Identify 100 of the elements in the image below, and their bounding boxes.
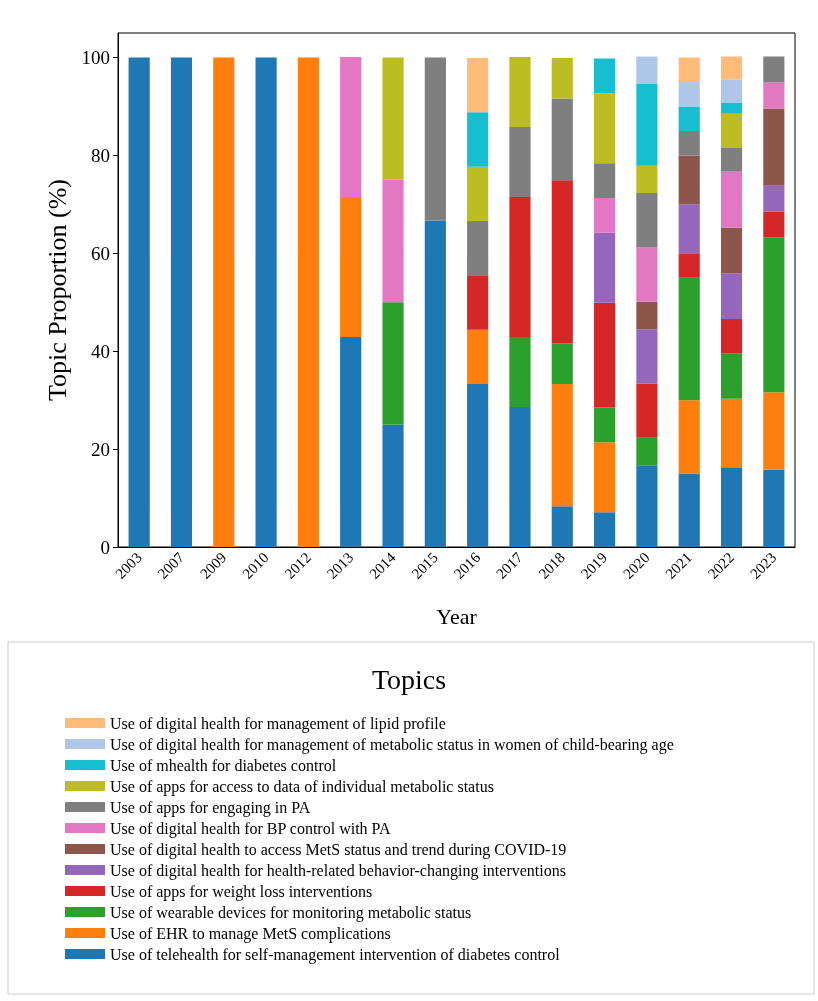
legend-label: Use of digital health for management of metabolic status in women of child-bearing age: [110, 735, 674, 754]
bar: [170, 57, 193, 547]
legend-label: Use of mhealth for diabetes control: [110, 756, 337, 774]
bar: [636, 329, 658, 384]
bar: [720, 79, 743, 103]
bar: [678, 57, 700, 82]
legend-label: Use of apps for engaging in PA: [110, 798, 311, 817]
bar: [551, 180, 573, 344]
bar: [594, 163, 616, 198]
legend-label: Use of EHR to manage MetS complications: [110, 924, 391, 943]
bar: [636, 437, 658, 466]
y-axis-title: Topic Proportion (%): [42, 178, 72, 402]
bar: [594, 58, 616, 94]
bar: [678, 400, 700, 474]
bar: [509, 126, 531, 197]
legend-label: Use of telehealth for self-management intervention of diabetes control: [110, 945, 561, 964]
bar: [720, 171, 743, 228]
bar: [636, 301, 658, 330]
bar: [720, 148, 743, 172]
x-axis-title: Year: [436, 603, 478, 629]
bar: [763, 185, 785, 212]
bar: [678, 81, 700, 107]
bar: [255, 57, 277, 547]
bar: [720, 227, 743, 274]
bar: [340, 56, 362, 197]
y-tick-label: 60: [91, 242, 110, 264]
bar: [720, 113, 743, 149]
bar: [467, 112, 489, 167]
bar: [678, 130, 700, 156]
bar: [128, 57, 150, 547]
y-tick-label: 0: [100, 536, 110, 558]
bar: [340, 336, 362, 547]
bar: [763, 56, 785, 83]
bar: [678, 106, 700, 131]
bar: [720, 273, 743, 319]
bar: [594, 407, 616, 443]
bar: [678, 473, 700, 547]
legend-label: Use of digital health for health-related behavior-changing interventions: [110, 861, 566, 880]
bar: [594, 302, 616, 408]
bar: [424, 220, 446, 547]
bar: [297, 57, 319, 547]
legend-label: Use of wearable devices for monitoring metabolic status: [110, 903, 472, 922]
bar: [763, 237, 785, 393]
bar: [763, 108, 785, 186]
bar: [763, 82, 785, 109]
bar: [594, 197, 616, 233]
bar: [636, 247, 658, 302]
bar: [720, 318, 743, 354]
bar: [467, 166, 489, 221]
bar: [763, 211, 785, 238]
bar: [509, 407, 531, 547]
legend-label: Use of apps for weight loss interventions: [110, 882, 373, 901]
y-tick-label: 40: [91, 340, 110, 362]
bar: [551, 57, 573, 99]
bar: [763, 469, 785, 547]
bar: [594, 232, 616, 303]
bar: [636, 383, 658, 438]
bar: [382, 302, 404, 425]
y-tick-label: 100: [81, 46, 110, 68]
legend-title: Topics: [371, 663, 447, 695]
bar: [636, 56, 658, 84]
bar: [509, 196, 531, 337]
bar: [763, 392, 785, 470]
bar: [720, 56, 743, 80]
bar: [678, 253, 700, 278]
bar: [551, 343, 573, 384]
bar: [509, 56, 531, 127]
bar: [594, 512, 616, 547]
y-tick-label: 80: [91, 144, 110, 166]
bar: [678, 204, 700, 254]
bar: [678, 155, 700, 205]
bar: [467, 57, 489, 113]
bar: [382, 424, 404, 547]
legend-label: Use of apps for access to data of individual metabolic status: [110, 777, 494, 796]
bar: [551, 98, 573, 181]
bar: [551, 506, 573, 547]
bar: [594, 93, 616, 164]
bar: [720, 102, 743, 114]
bar: [424, 57, 446, 221]
bar: [551, 383, 573, 507]
bar: [594, 442, 616, 513]
bar: [467, 329, 489, 384]
legend-label: Use of digital health for BP control with PA: [110, 819, 392, 838]
bar: [467, 220, 489, 276]
bar: [467, 383, 489, 547]
legend-label: Use of digital health to access MetS status and trend during COVID-19: [110, 840, 567, 859]
bar: [636, 165, 658, 194]
bar: [636, 193, 658, 248]
bar: [720, 398, 743, 468]
bar: [382, 179, 404, 303]
bar: [509, 336, 531, 407]
bar: [636, 465, 658, 547]
legend-label: Use of digital health for management of lipid profile: [110, 714, 446, 733]
bar: [213, 57, 235, 547]
bar: [467, 275, 489, 330]
bar: [720, 467, 743, 547]
bar: [340, 196, 362, 337]
bar: [382, 57, 404, 180]
bar: [720, 353, 743, 399]
bar: [636, 83, 658, 166]
